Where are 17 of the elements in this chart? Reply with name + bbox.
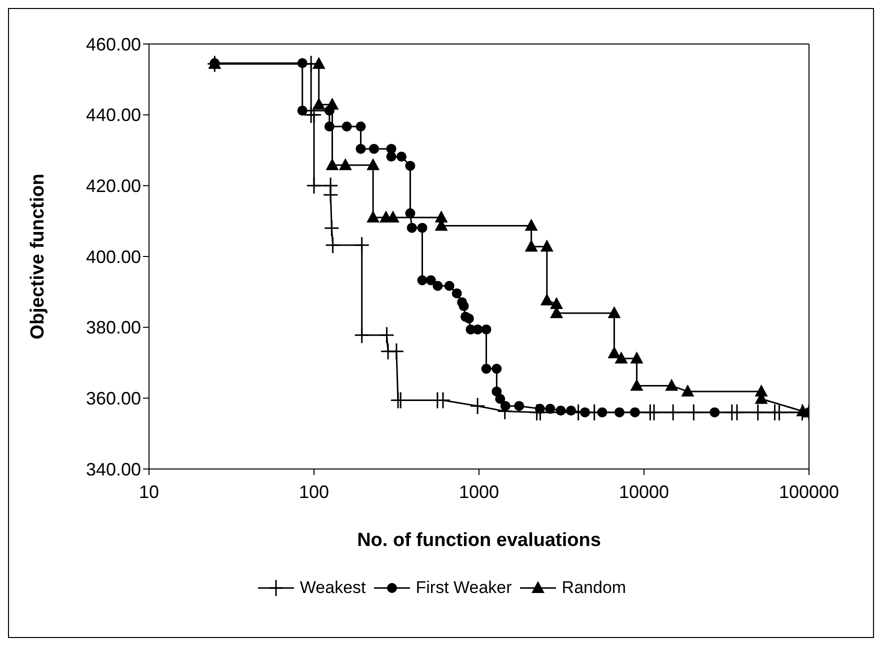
x-tick-label: 100 — [298, 482, 330, 502]
y-tick-label: 460.00 — [86, 34, 141, 54]
x-tick-label: 100000 — [778, 482, 840, 502]
y-tick-label: 400.00 — [86, 246, 141, 267]
x-tick-label: 10 — [138, 482, 160, 502]
y-tick-label: 420.00 — [86, 176, 141, 196]
y-axis-title: Objective function — [28, 174, 49, 340]
legend-label: First Weaker — [416, 578, 512, 598]
x-axis-title: No. of function evaluations — [357, 530, 601, 551]
legend-label: Random — [562, 578, 626, 598]
x-tick-label: 1000 — [458, 482, 500, 502]
x-tick-label: 10000 — [618, 482, 670, 502]
y-tick-label: 360.00 — [86, 388, 141, 409]
y-tick-label: 340.00 — [86, 459, 141, 480]
legend-label: Weakest — [300, 578, 366, 598]
y-tick-label: 380.00 — [86, 318, 141, 338]
y-tick-label: 440.00 — [86, 105, 141, 126]
